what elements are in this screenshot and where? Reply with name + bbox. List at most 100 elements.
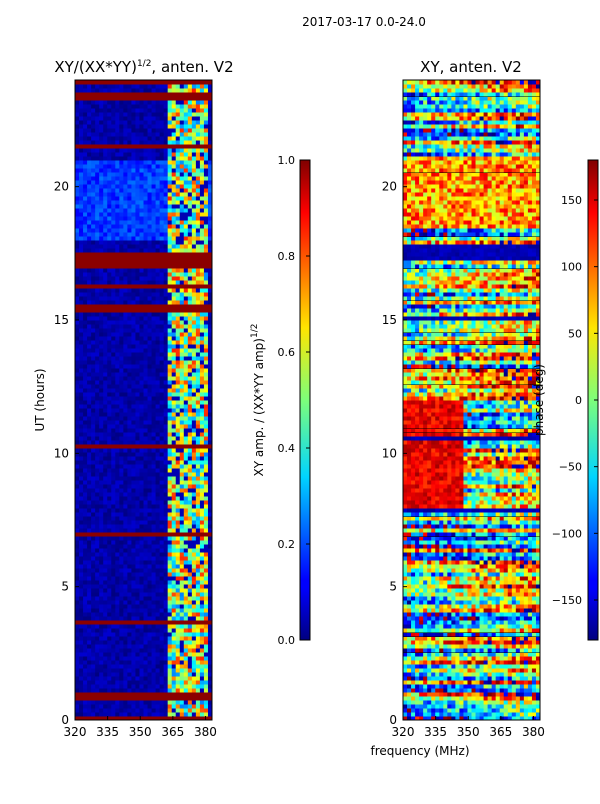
heatmap-cell <box>95 704 100 709</box>
heatmap-cell <box>95 232 100 237</box>
heatmap-cell <box>131 540 136 545</box>
heatmap-cell <box>204 592 209 597</box>
heatmap-cell <box>135 416 140 421</box>
heatmap-cell <box>168 596 173 601</box>
heatmap-cell <box>75 636 80 641</box>
heatmap-cell <box>95 224 100 229</box>
heatmap-cell <box>123 540 128 545</box>
heatmap-cell <box>79 388 84 393</box>
heatmap-cell <box>160 508 165 513</box>
heatmap-cell <box>91 204 96 209</box>
heatmap-cell <box>188 540 193 545</box>
heatmap-cell <box>127 292 132 297</box>
heatmap-cell <box>204 624 209 629</box>
heatmap-cell <box>192 684 197 689</box>
heatmap-cell <box>168 332 173 337</box>
heatmap-cell <box>83 376 88 381</box>
heatmap-cell <box>176 352 181 357</box>
heatmap-cell <box>83 84 88 89</box>
heatmap-cell <box>103 196 108 201</box>
heatmap-cell <box>91 368 96 373</box>
heatmap-cell <box>204 276 209 281</box>
heatmap-cell <box>180 648 185 653</box>
heatmap-cell <box>135 584 140 589</box>
heatmap-cell <box>148 124 153 129</box>
heatmap-cell <box>508 712 513 717</box>
heatmap-cell <box>127 164 132 169</box>
heatmap-cell <box>87 584 92 589</box>
heatmap-cell <box>196 564 201 569</box>
heatmap-cell <box>144 136 149 141</box>
heatmap-cell <box>192 216 197 221</box>
heatmap-cell <box>148 364 153 369</box>
heatmap-cell <box>127 112 132 117</box>
heatmap-cell <box>144 460 149 465</box>
heatmap-cell <box>204 376 209 381</box>
heatmap-cell <box>164 228 169 233</box>
heatmap-cell <box>87 232 92 237</box>
heatmap-cell <box>144 700 149 705</box>
heatmap-cell <box>103 160 108 165</box>
heatmap-cell <box>192 484 197 489</box>
heatmap-cell <box>119 556 124 561</box>
heatmap-cell <box>200 240 205 245</box>
heatmap-cell <box>135 664 140 669</box>
heatmap-cell <box>168 604 173 609</box>
heatmap-cell <box>156 456 161 461</box>
heatmap-cell <box>200 380 205 385</box>
heatmap-cell <box>192 380 197 385</box>
heatmap-cell <box>168 540 173 545</box>
heatmap-cell <box>204 588 209 593</box>
heatmap-cell <box>127 384 132 389</box>
heatmap-cell <box>152 420 157 425</box>
heatmap-cell <box>91 700 96 705</box>
heatmap-cell <box>103 480 108 485</box>
heatmap-cell <box>83 508 88 513</box>
heatmap-cell <box>83 712 88 717</box>
heatmap-cell <box>135 180 140 185</box>
heatmap-cell <box>103 204 108 209</box>
heatmap-cell <box>160 512 165 517</box>
heatmap-cell <box>144 604 149 609</box>
heatmap-cell <box>123 168 128 173</box>
heatmap-cell <box>131 180 136 185</box>
heatmap-cell <box>168 584 173 589</box>
heatmap-cell <box>119 520 124 525</box>
heatmap-cell <box>79 608 84 613</box>
heatmap-cell <box>103 392 108 397</box>
heatmap-cell <box>107 412 112 417</box>
heatmap-cell <box>184 156 189 161</box>
heatmap-cell <box>87 112 92 117</box>
heatmap-cell <box>119 336 124 341</box>
heatmap-cell <box>135 596 140 601</box>
heatmap-cell <box>184 108 189 113</box>
heatmap-cell <box>152 456 157 461</box>
heatmap-cell <box>200 500 205 505</box>
heatmap-cell <box>172 636 177 641</box>
heatmap-cell <box>83 364 88 369</box>
heatmap-cell <box>144 340 149 345</box>
heatmap-cell <box>119 680 124 685</box>
heatmap-cell <box>200 456 205 461</box>
heatmap-cell <box>180 244 185 249</box>
heatmap-cell <box>176 244 181 249</box>
heatmap-cell <box>152 124 157 129</box>
heatmap-cell <box>152 328 157 333</box>
heatmap-cell <box>144 380 149 385</box>
heatmap-cell <box>135 424 140 429</box>
heatmap-cell <box>99 472 104 477</box>
heatmap-cell <box>111 684 116 689</box>
heatmap-cell <box>95 216 100 221</box>
heatmap-cell <box>111 628 116 633</box>
heatmap-cell <box>188 580 193 585</box>
heatmap-cell <box>139 240 144 245</box>
heatmap-cell <box>75 360 80 365</box>
heatmap-cell <box>160 576 165 581</box>
heatmap-cell <box>103 520 108 525</box>
heatmap-cell <box>115 112 120 117</box>
heatmap-cell <box>188 468 193 473</box>
heatmap-cell <box>115 368 120 373</box>
heatmap-cell <box>184 220 189 225</box>
heatmap-cell <box>196 524 201 529</box>
heatmap-cell <box>139 584 144 589</box>
